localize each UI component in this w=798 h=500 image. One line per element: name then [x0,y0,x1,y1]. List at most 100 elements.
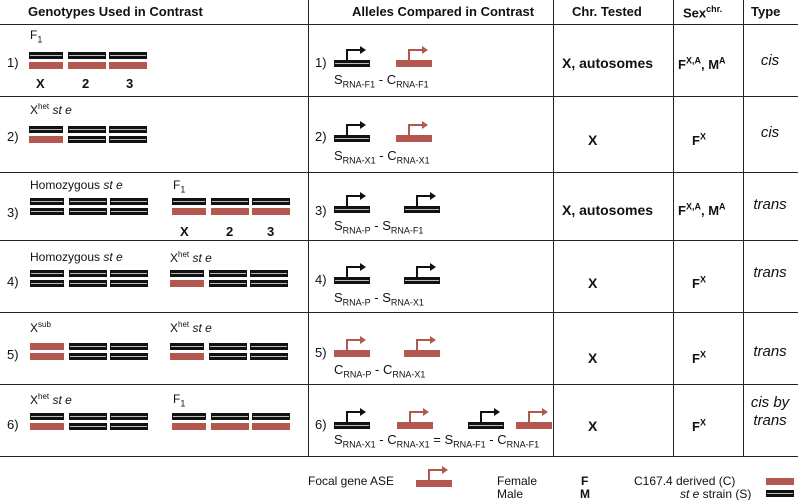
r6-xhet-x-top [30,413,64,420]
contrast-number-5: 5) [315,345,327,360]
legend-c-swatch [766,478,794,485]
header-sex-sup: chr. [706,4,723,14]
chrom-label-3-2: 2 [226,224,234,239]
row-number-5: 5) [7,347,19,362]
r6-xhet-chr2-top [69,413,107,420]
contrast-term: SRNA-X1 [334,432,376,450]
contrast-5-gene-cx1 [404,336,440,357]
r5-xsub-x-bottom [30,353,64,360]
sex-term: FX [692,418,706,435]
contrast-1-gene-c [396,46,432,67]
genotype-label-2a: Xhet st e [30,102,72,117]
contrast-2-gene-s [334,121,370,142]
r6-xhet-chr3-top [110,413,148,420]
r5-xhet-chr2-top [209,343,247,350]
sex-term: , MA [700,56,726,73]
header-type: Type [751,4,781,19]
chrom-label-3-3: 3 [267,224,275,239]
contrast-formula-4: SRNA-P - SRNA-X1 [334,290,424,308]
contrast-term: SRNA-F1 [334,72,376,90]
r6-f1-x-top [172,413,206,420]
contrast-2-gene-c [396,121,432,142]
r3-f1-chr3-bottom [252,208,290,215]
r6-xhet-chr2-bottom [69,423,107,430]
contrast-term: CRNA-F1 [497,432,540,450]
r6-f1-chr2-bottom [211,423,249,430]
legend-s-strain-italic: st e [680,487,700,500]
sex-term: FX,A [678,56,701,73]
r3-f1-chr2-top [211,198,249,205]
contrast-3-gene-sp [334,192,370,213]
r3-f1-x-top [172,198,206,205]
contrast-term: CRNA-X1 [387,148,430,166]
contrast-formula-5: CRNA-P - CRNA-X1 [334,362,425,380]
contrast-term: CRNA-X1 [382,362,426,380]
contrast-operator: - [370,218,383,233]
sex-term: FX [692,275,706,292]
contrast-formula-1: SRNA-F1 - CRNA-F1 [334,72,429,90]
legend-focal-glyph [416,466,452,487]
contrast-term: SRNA-F1 [444,432,486,450]
r3-homo-chr2-bottom [69,208,107,215]
r6-f1-chr2-top [211,413,249,420]
contrast-number-6: 6) [315,417,327,432]
r4-homo-chr3-top [110,270,148,277]
r6-f1-chr3-bottom [252,423,290,430]
r3-f1-chr3-top [252,198,290,205]
type-5: trans [753,343,787,360]
r3-homo-chr3-top [110,198,148,205]
r5-xhet-chr3-bottom [250,353,288,360]
r6-xhet-chr3-bottom [110,423,148,430]
row-divider-5 [0,384,798,385]
contrast-formula-3: SRNA-P - SRNA-F1 [334,218,423,236]
r3-f1-x-bottom [172,208,206,215]
chr-tested-6: X [588,418,598,434]
contrast-operator: - [375,72,387,87]
r1-f1-chr2-top [68,52,106,59]
r5-xhet-chr3-top [250,343,288,350]
contrast-6-gene-sx1 [334,408,370,429]
r3-homo-x-bottom [30,208,64,215]
type-4: trans [753,264,787,281]
type-2: cis [760,124,780,141]
contrast-6-gene-sf1 [468,408,504,429]
r4-xhet-x-bottom [170,280,204,287]
r1-f1-chr3-bottom [109,62,147,69]
contrast-operator: - [485,432,498,447]
chr-tested-1: X, autosomes [562,55,654,71]
r4-xhet-chr3-bottom [250,280,288,287]
contrast-3-gene-sf1 [404,192,440,213]
contrast-operator: - [375,148,388,163]
sex-term: FX [692,132,706,149]
contrast-6-gene-cf1 [516,408,552,429]
genotype-label-5a: Xsub [30,320,51,335]
col-divider-1 [308,0,309,457]
contrast-term: CRNA-X1 [387,432,430,450]
r1-f1-x-bottom [29,62,63,69]
row-number-3: 3) [7,205,19,220]
r4-xhet-chr2-bottom [209,280,247,287]
r1-f1-x-top [29,52,63,59]
contrast-operator: - [371,362,383,377]
contrast-operator: = [429,432,445,447]
r4-xhet-chr2-top [209,270,247,277]
r5-xhet-x-bottom [170,353,204,360]
contrast-formula-2: SRNA-X1 - CRNA-X1 [334,148,430,166]
genotype-label-3a: Homozygous st e [30,178,123,192]
contrast-4-gene-sp [334,263,370,284]
genotype-label-6b: F1 [173,392,186,409]
sex-chr-2: FX [692,132,706,148]
col-divider-3 [673,0,674,457]
r1-f1-chr2-bottom [68,62,106,69]
row-divider-6 [0,456,798,457]
chr-tested-5: X [588,350,598,366]
row-number-1: 1) [7,55,19,70]
contrast-number-4: 4) [315,272,327,287]
contrast-term: CRNA-F1 [386,72,429,90]
genotype-label-3b: F1 [173,178,186,195]
legend-male-label: Male [497,487,524,500]
contrast-number-2: 2) [315,129,327,144]
contrast-operator: - [370,290,383,305]
type-3: trans [753,196,787,213]
